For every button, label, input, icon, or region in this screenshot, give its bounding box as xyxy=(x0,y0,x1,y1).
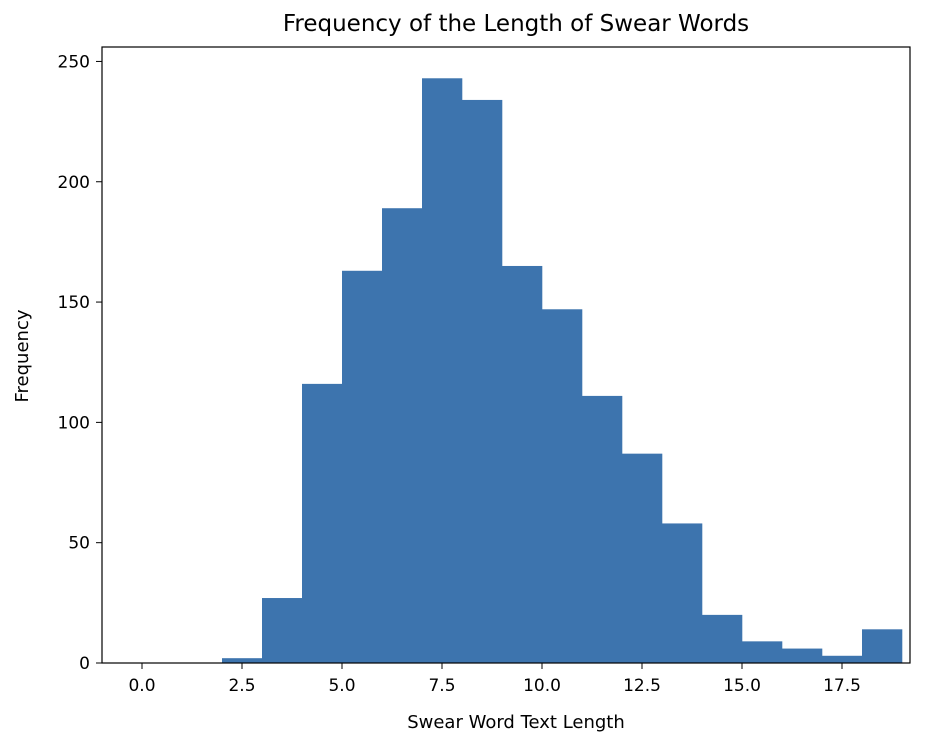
histogram-bar-2 xyxy=(302,383,343,663)
histogram-bar-11 xyxy=(662,523,703,663)
x-tick-label-7: 17.5 xyxy=(823,676,861,696)
histogram-bar-10 xyxy=(622,453,663,663)
x-axis-label: Swear Word Text Length xyxy=(407,712,625,733)
chart-title: Frequency of the Length of Swear Words xyxy=(283,11,749,37)
histogram-bar-5 xyxy=(422,78,463,663)
x-tick-label-2: 5.0 xyxy=(328,676,355,696)
histogram-bar-0 xyxy=(222,658,263,663)
histogram-bar-1 xyxy=(262,598,303,663)
histogram-bar-12 xyxy=(702,614,743,663)
y-tick-label-2: 100 xyxy=(58,413,90,433)
histogram-bar-7 xyxy=(502,265,543,663)
y-tick-label-5: 250 xyxy=(58,52,90,72)
histogram-bar-6 xyxy=(462,99,503,663)
x-tick-label-1: 2.5 xyxy=(228,676,255,696)
y-axis-ticks: 0 50 100 150 200 250 xyxy=(58,52,102,674)
x-tick-label-3: 7.5 xyxy=(428,676,455,696)
histogram-bar-14 xyxy=(782,648,823,663)
histogram-bar-4 xyxy=(382,208,423,663)
histogram-bar-15 xyxy=(822,655,863,663)
histogram-bar-16 xyxy=(862,629,903,663)
histogram-bar-8 xyxy=(542,309,583,663)
y-axis-label: Frequency xyxy=(12,309,33,402)
histogram-bar-9 xyxy=(582,395,623,663)
x-tick-label-5: 12.5 xyxy=(623,676,661,696)
y-tick-label-3: 150 xyxy=(58,293,90,313)
y-tick-label-1: 50 xyxy=(68,534,90,554)
x-axis-ticks: 0.0 2.5 5.0 7.5 10.0 12.5 15.0 17.5 xyxy=(128,663,861,696)
plot-area-frame xyxy=(101,46,911,664)
y-tick-label-4: 200 xyxy=(58,173,90,193)
x-tick-label-0: 0.0 xyxy=(128,676,155,696)
x-tick-label-4: 10.0 xyxy=(523,676,561,696)
histogram-bar-3 xyxy=(342,270,383,663)
x-tick-label-6: 15.0 xyxy=(723,676,761,696)
y-tick-label-0: 0 xyxy=(79,654,90,674)
histogram-bar-13 xyxy=(742,641,783,663)
bars-group xyxy=(222,78,903,663)
